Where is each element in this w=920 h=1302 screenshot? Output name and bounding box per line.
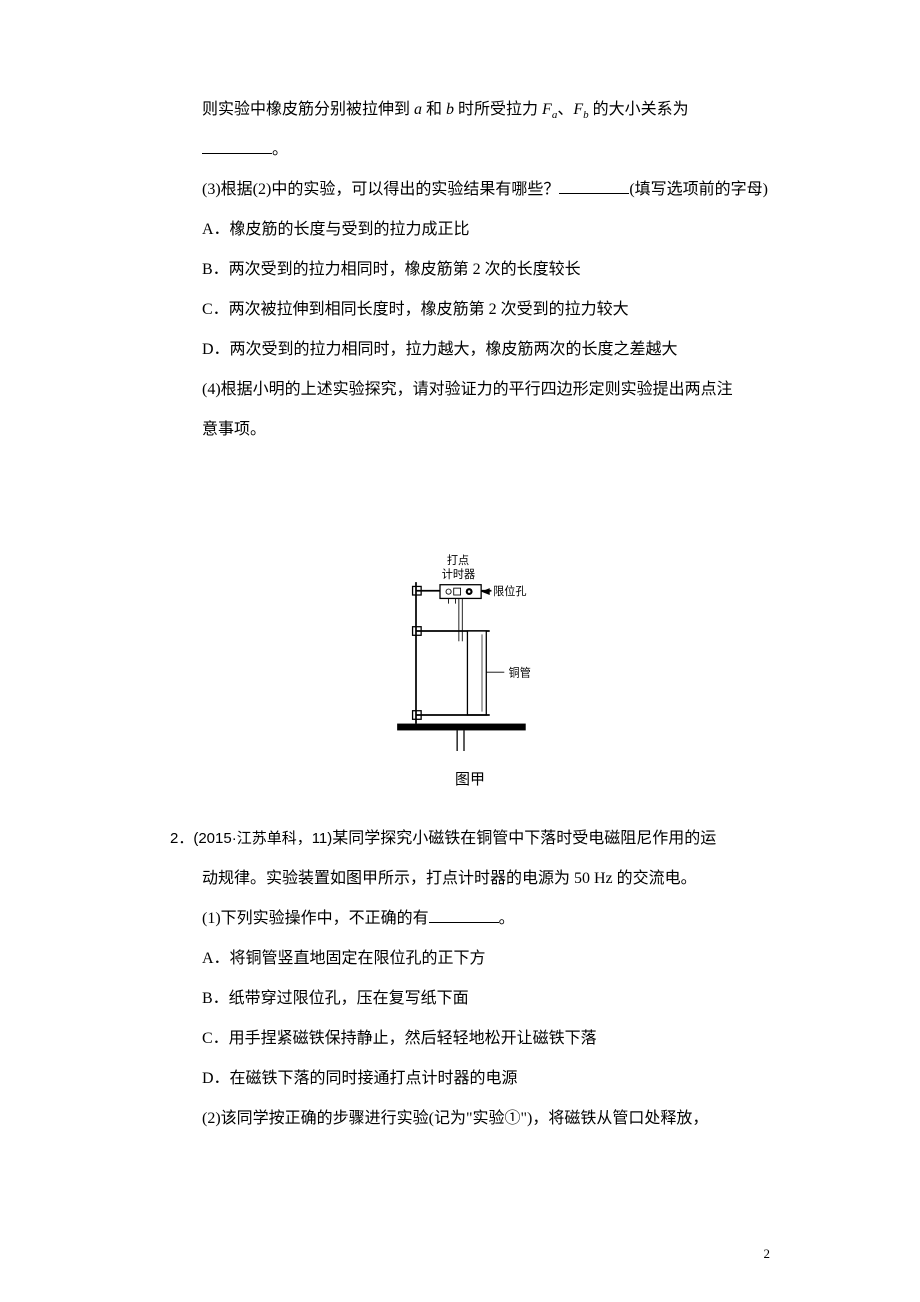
figure-diagram: 限位孔 打点 计时器 铜管 [380,550,560,760]
blank-fill[interactable] [202,138,272,154]
option-b: B．两次受到的拉力相同时，橡皮筋第 2 次的长度较长 [170,250,770,290]
q-source: (2015·江苏单科，11) [193,830,332,847]
var-F: F [542,101,552,118]
q2-sub1: (1)下列实验操作中，不正确的有 。 [170,899,770,939]
var-a: a [414,101,422,118]
figure-container: 限位孔 打点 计时器 铜管 图甲 [170,550,770,789]
option-c: C．两次被拉伸到相同长度时，橡皮筋第 2 次受到的拉力较大 [170,290,770,330]
q-number: 2． [170,830,193,847]
text: 则实验中橡皮筋分别被拉伸到 [202,101,414,118]
option-d-2: D．在磁铁下落的同时接通打点计时器的电源 [170,1059,770,1099]
q2-sub2: (2)该同学按正确的步骤进行实验(记为"实验①")，将磁铁从管口处释放， [170,1099,770,1139]
q4-line-a: (4)根据小明的上述实验探究，请对验证力的平行四边形定则实验提出两点注 [170,370,770,410]
text: 、 [557,101,573,118]
option-d: D．两次受到的拉力相同时，拉力越大，橡皮筋两次的长度之差越大 [170,330,770,370]
var-b: b [446,101,454,118]
text: 时所受拉力 [454,101,542,118]
q1-line1: 则实验中橡皮筋分别被拉伸到 a 和 b 时所受拉力 Fa、Fb 的大小关系为 [170,90,770,130]
text: (3)根据(2)中的实验，可以得出的实验结果有哪些？ [202,181,559,198]
option-c-2: C．用手捏紧磁铁保持静止，然后轻轻地松开让磁铁下落 [170,1019,770,1059]
page-number: 2 [764,1246,771,1262]
blank-fill[interactable] [429,907,499,923]
q1-line2: 。 [170,130,770,170]
text: 某同学探究小磁铁在铜管中下落时受电磁阻尼作用的运 [332,830,716,847]
option-a-2: A．将铜管竖直地固定在限位孔的正下方 [170,939,770,979]
blank-fill[interactable] [559,178,629,194]
q4-line-b: 意事项。 [170,410,770,450]
text: 和 [422,101,446,118]
var-F2: F [573,101,583,118]
label-tube: 铜管 [509,665,531,679]
figure-caption: 图甲 [455,768,485,789]
option-b-2: B．纸带穿过限位孔，压在复写纸下面 [170,979,770,1019]
label-hole: 限位孔 [493,584,526,598]
q3-line: (3)根据(2)中的实验，可以得出的实验结果有哪些？ (填写选项前的字母) [170,170,770,210]
q2-stem-l2: 动规律。实验装置如图甲所示，打点计时器的电源为 50 Hz 的交流电。 [170,859,770,899]
text: (填写选项前的字母) [629,181,768,198]
label-timer-l2: 计时器 [442,568,475,581]
text: (1)下列实验操作中，不正确的有 [202,910,429,927]
text: 。 [499,910,515,927]
text: 的大小关系为 [589,101,689,118]
option-a: A．橡皮筋的长度与受到的拉力成正比 [170,210,770,250]
text: 。 [272,141,288,158]
q2-stem-l1: 2．(2015·江苏单科，11)某同学探究小磁铁在铜管中下落时受电磁阻尼作用的运 [170,819,770,859]
label-timer-l1: 打点 [447,553,469,567]
